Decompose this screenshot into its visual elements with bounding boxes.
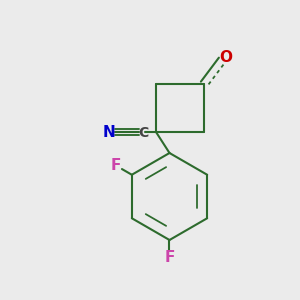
- Text: N: N: [103, 125, 116, 140]
- Text: O: O: [219, 50, 232, 64]
- Text: F: F: [111, 158, 122, 173]
- Text: C: C: [138, 126, 148, 140]
- Text: F: F: [164, 250, 175, 266]
